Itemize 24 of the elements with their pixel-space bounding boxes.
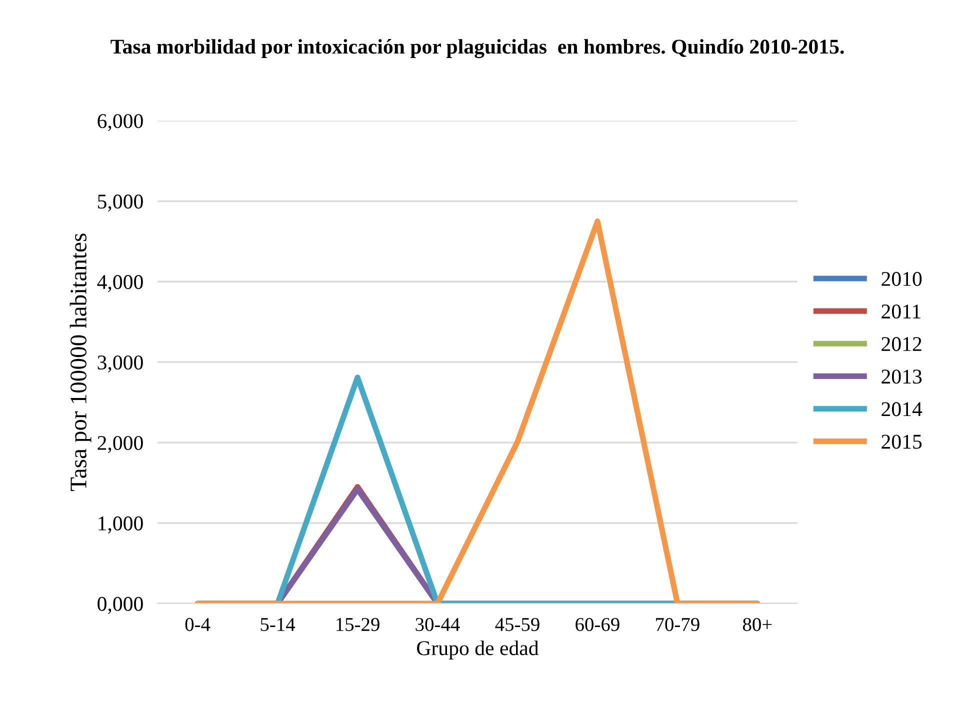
x-axis-title: Grupo de edad [417, 640, 539, 660]
x-tick-label: 70-79 [656, 618, 700, 632]
y-tick-label: 0,000 [98, 596, 143, 614]
legend-label: 2015 [882, 434, 922, 449]
y-tick-label: 3,000 [98, 355, 143, 373]
x-tick-label: 45-59 [495, 618, 540, 632]
legend-label: 2010 [882, 272, 922, 286]
x-tick-label: 15-29 [336, 618, 380, 632]
x-tick-label: 30-44 [416, 618, 460, 632]
y-tick-label: 5,000 [98, 194, 143, 212]
x-tick-label: 60-69 [576, 618, 620, 632]
legend-label: 2012 [882, 337, 922, 352]
y-axis-title: Tasa por 100000 habitantes [70, 234, 92, 492]
x-tick-label: 5-14 [260, 618, 296, 632]
y-tick-label: 2,000 [98, 436, 143, 453]
y-tick-label: 4,000 [97, 275, 143, 292]
legend-label: 2014 [882, 402, 922, 416]
x-tick-label: 80+ [742, 618, 772, 632]
legend-label: 2013 [882, 370, 922, 384]
legend-label: 2011 [882, 304, 920, 319]
y-tick-label: 6,000 [98, 114, 143, 132]
chart-title: Tasa morbilidad por intoxicación por plaguicidas en hombres. Quindío 2010-2015. [110, 39, 844, 58]
y-tick-label: 1,000 [98, 516, 143, 534]
x-tick-label: 0-4 [185, 618, 210, 632]
